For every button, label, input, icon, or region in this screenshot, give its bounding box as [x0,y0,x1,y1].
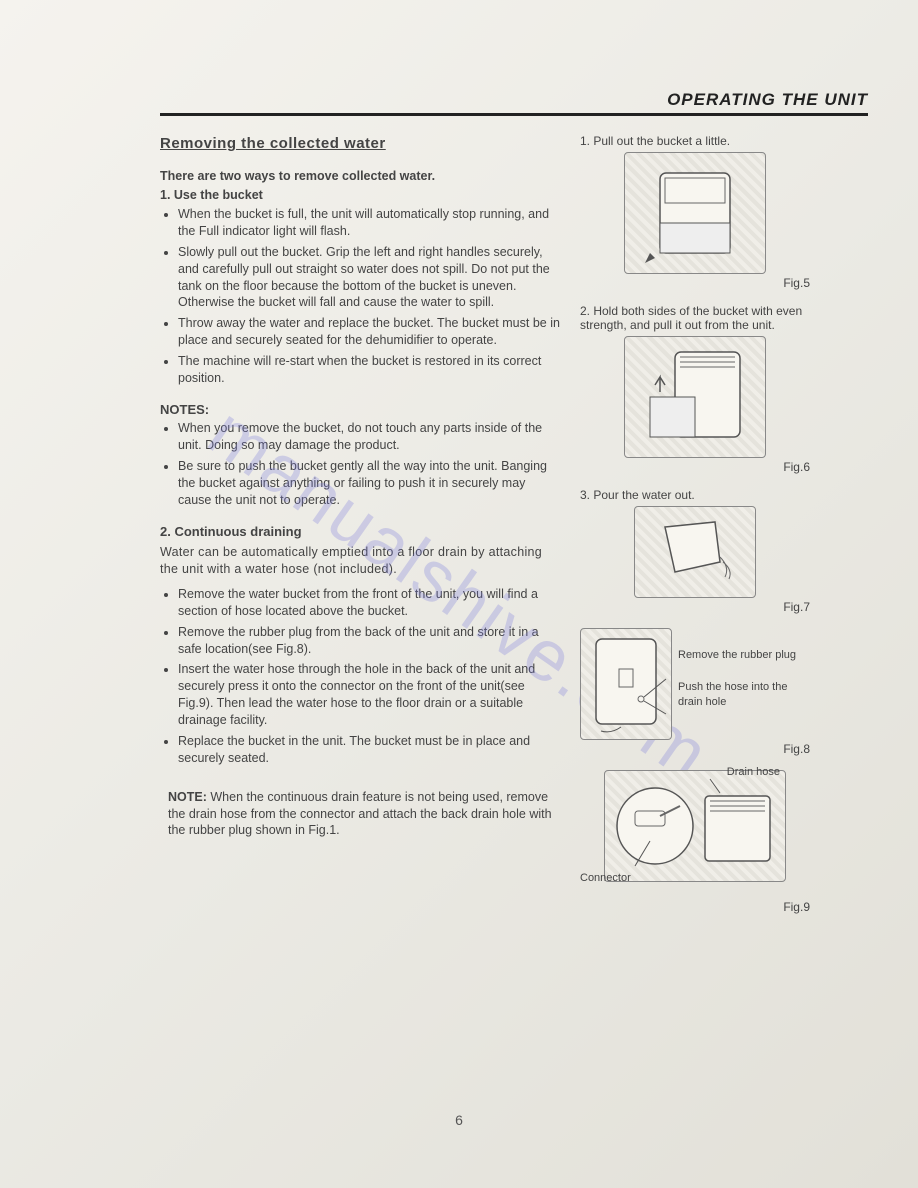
method2-bullets: Remove the water bucket from the front o… [160,586,560,767]
method1-bullets: When the bucket is full, the unit will a… [160,206,560,387]
bullet-item: Be sure to push the bucket gently all th… [178,458,560,509]
bullet-item: Remove the water bucket from the front o… [178,586,560,620]
fig6-label: Fig.6 [580,460,810,474]
note-label: NOTE: [168,790,207,804]
callout-push-hose: Push the hose into the drain hole [678,680,810,709]
page-number: 6 [455,1112,463,1128]
unit-back-illustration [580,628,672,740]
notes-label: NOTES: [160,401,560,419]
content-columns: Removing the collected water There are t… [60,134,868,928]
bullet-item: When the bucket is full, the unit will a… [178,206,560,240]
callout-connector: Connector [580,872,631,884]
header-rule: OPERATING THE UNIT [160,90,868,116]
fig7-svg [635,507,755,597]
section-title: Removing the collected water [160,134,560,154]
bullet-item: Insert the water hose through the hole i… [178,661,560,729]
method2-heading: 2. Continuous draining [160,523,560,541]
figure-7-block: 3. Pour the water out. Fig.7 [580,488,810,614]
figure-9-block: Drain hose Connector Fig.9 [580,770,810,914]
method1-heading: 1. Use the bucket [160,187,560,204]
callout-remove-plug: Remove the rubber plug [678,648,810,662]
figure-6-block: 2. Hold both sides of the bucket with ev… [580,304,810,474]
left-column: Removing the collected water There are t… [60,134,560,928]
fig8-label: Fig.8 [580,742,810,756]
bullet-item: Remove the rubber plug from the back of … [178,624,560,658]
step1-caption: 1. Pull out the bucket a little. [580,134,810,148]
fig8-svg [581,629,671,739]
manual-page: manualshive.com OPERATING THE UNIT Remov… [0,0,918,1188]
fig5-label: Fig.5 [580,276,810,290]
intro-text: There are two ways to remove collected w… [160,168,560,185]
fig9-label: Fig.9 [580,900,810,914]
note-block: NOTE: When the continuous drain feature … [160,789,560,840]
fig6-svg [625,337,765,457]
bullet-item: Throw away the water and replace the buc… [178,315,560,349]
fig8-callouts: Remove the rubber plug Push the hose int… [678,628,810,709]
dehumidifier-illustration [624,152,766,274]
fig9-svg [605,771,785,881]
bucket-illustration [634,506,756,598]
bullet-item: When you remove the bucket, do not touch… [178,420,560,454]
bullet-item: Slowly pull out the bucket. Grip the lef… [178,244,560,312]
fig5-svg [625,153,765,273]
bullet-item: The machine will re-start when the bucke… [178,353,560,387]
connector-illustration [604,770,786,882]
step3-caption: 3. Pour the water out. [580,488,810,502]
note-text: When the continuous drain feature is not… [168,790,552,838]
method2-intro: Water can be automatically emptied into … [160,544,560,578]
notes-bullets: When you remove the bucket, do not touch… [160,420,560,508]
dehumidifier-illustration [624,336,766,458]
figure-5-block: 1. Pull out the bucket a little. Fig.5 [580,134,810,290]
figure-8-block: Remove the rubber plug Push the hose int… [580,628,810,756]
page-header-title: OPERATING THE UNIT [667,90,868,109]
fig7-label: Fig.7 [580,600,810,614]
callout-drain-hose: Drain hose [727,766,780,778]
bullet-item: Replace the bucket in the unit. The buck… [178,733,560,767]
right-column: 1. Pull out the bucket a little. Fig.5 2… [580,134,810,928]
step2-caption: 2. Hold both sides of the bucket with ev… [580,304,810,332]
